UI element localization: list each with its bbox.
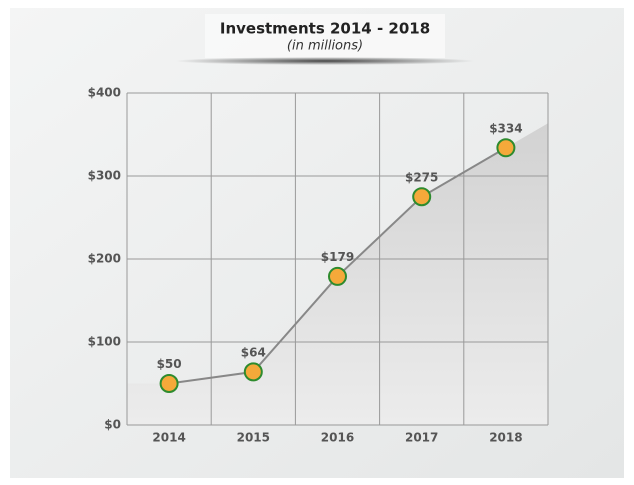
value-label: $275 bbox=[405, 170, 438, 184]
marker bbox=[328, 266, 347, 286]
title-shadow bbox=[175, 57, 475, 65]
x-tick-label: 2014 bbox=[152, 431, 185, 445]
value-label: $179 bbox=[321, 250, 354, 264]
marker bbox=[243, 362, 263, 382]
value-label: $334 bbox=[489, 121, 522, 135]
title-box bbox=[205, 14, 445, 58]
x-tick-label: 2016 bbox=[321, 431, 354, 445]
value-label: $64 bbox=[241, 345, 266, 359]
chart-title: Investments 2014 - 2018 bbox=[220, 20, 430, 38]
area bbox=[127, 123, 548, 426]
y-tick-label: $300 bbox=[88, 169, 121, 183]
x-tick-label: 2017 bbox=[405, 431, 438, 445]
y-tick-label: $400 bbox=[88, 86, 121, 100]
x-tick-label: 2015 bbox=[237, 431, 270, 445]
chart-subtitle: (in millions) bbox=[287, 39, 363, 54]
y-tick-label: $100 bbox=[88, 335, 121, 349]
value-label: $50 bbox=[157, 357, 182, 371]
marker bbox=[496, 138, 516, 158]
x-tick-label: 2018 bbox=[489, 431, 522, 445]
marker bbox=[412, 187, 432, 207]
marker bbox=[159, 374, 179, 393]
y-tick-label: $0 bbox=[104, 418, 121, 432]
y-tick-label: $200 bbox=[88, 252, 121, 266]
